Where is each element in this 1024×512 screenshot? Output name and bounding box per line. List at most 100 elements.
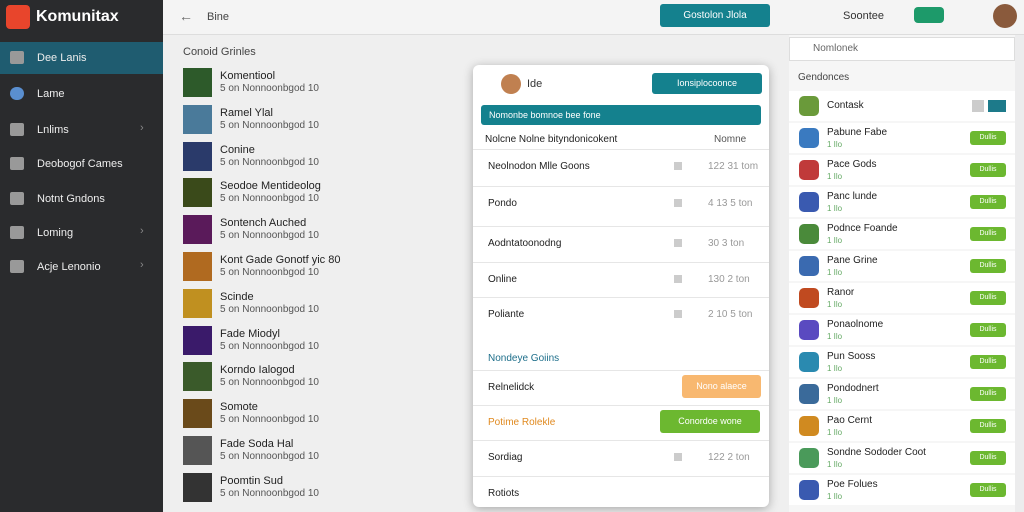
item-subtitle: 5 on Nonnoonbgod 10 bbox=[220, 487, 319, 499]
modal: Ide Ionsiplocoonce Nomonbe bomnoe bee fone… bbox=[473, 65, 769, 507]
status-icon bbox=[674, 239, 682, 247]
install-button[interactable]: Dullis bbox=[970, 195, 1006, 209]
item-meta: 1 Ilo bbox=[827, 428, 843, 437]
install-button[interactable]: Dullis bbox=[970, 227, 1006, 241]
item-name[interactable]: Pabune Fabe bbox=[827, 127, 888, 138]
item-name[interactable]: Contask bbox=[827, 100, 864, 111]
item-name[interactable]: Pondodnert bbox=[827, 383, 879, 394]
install-button[interactable]: Dullis bbox=[970, 419, 1006, 433]
toggle[interactable] bbox=[914, 7, 944, 23]
item-name[interactable]: Pace Gods bbox=[827, 159, 877, 170]
item-name[interactable]: Pao Cernt bbox=[827, 415, 873, 426]
item-title[interactable]: Sontench Auched bbox=[220, 217, 307, 230]
modal-button[interactable]: Ionsiplocoonce bbox=[652, 73, 762, 94]
item-subtitle: 5 on Nonnoonbgod 10 bbox=[220, 267, 319, 278]
search-text: Nomlonek bbox=[813, 43, 859, 54]
install-button[interactable]: Dullis bbox=[970, 291, 1006, 305]
app-icon bbox=[799, 192, 819, 212]
divider bbox=[473, 440, 769, 441]
item-name[interactable]: Podnce Foande bbox=[827, 223, 898, 234]
nav-item[interactable]: Deobogof Cames bbox=[37, 158, 123, 170]
app-icon bbox=[799, 288, 819, 308]
action-button[interactable]: Nono alaece bbox=[682, 375, 761, 398]
divider bbox=[473, 149, 769, 150]
row-label: Neolnodon Mlle Goons bbox=[488, 161, 590, 172]
thumbnail bbox=[183, 104, 212, 134]
nav-item[interactable]: Lnlims bbox=[37, 124, 69, 136]
nav-item[interactable]: Dee Lanis bbox=[37, 52, 87, 64]
row-value: 30 3 ton bbox=[708, 238, 745, 249]
status-icon bbox=[674, 310, 682, 318]
nav-icon bbox=[10, 157, 24, 170]
action-label: Relnelidck bbox=[488, 382, 535, 393]
item-name[interactable]: Sondne Sododer Coot bbox=[827, 447, 926, 458]
page-title: Bine bbox=[207, 11, 230, 23]
divider bbox=[473, 405, 769, 406]
back[interactable]: ← bbox=[179, 8, 193, 24]
item-name[interactable]: Panc lunde bbox=[827, 191, 878, 202]
item-title[interactable]: Fade Miodyl bbox=[220, 327, 280, 340]
item-title[interactable]: Seodoe Mentideolog bbox=[220, 180, 321, 193]
nav-item[interactable]: Acje Lenonio bbox=[37, 261, 101, 273]
item-name[interactable]: Poe Folues bbox=[827, 479, 878, 490]
avatar[interactable] bbox=[993, 4, 1017, 28]
item-title[interactable]: Komentiool bbox=[220, 70, 276, 82]
item-title[interactable]: Somote bbox=[220, 401, 258, 414]
nav-item[interactable]: Notnt Gndons bbox=[37, 193, 105, 205]
subheader: Nolcne Nolne bityndonicokent bbox=[485, 134, 618, 145]
nav-item[interactable]: Loming bbox=[37, 227, 74, 239]
install-button[interactable]: Dullis bbox=[970, 131, 1006, 145]
item-subtitle: 5 on Nonnoonbgod 10 bbox=[220, 377, 319, 389]
install-button[interactable]: Dullis bbox=[970, 323, 1006, 337]
thumbnail bbox=[183, 68, 212, 97]
chevron: › bbox=[140, 225, 144, 237]
item-title[interactable]: Kont Gade Gonotf yic 80 bbox=[220, 254, 341, 266]
primary-button[interactable]: Gostolon Jlola bbox=[660, 4, 770, 27]
badge bbox=[972, 100, 984, 112]
item-title[interactable]: Fade Soda Hal bbox=[220, 438, 294, 450]
thumbnail bbox=[183, 399, 212, 429]
item-name[interactable]: Pane Grine bbox=[827, 255, 878, 266]
link[interactable]: Soontee bbox=[843, 10, 884, 22]
item-subtitle: 5 on Nonnoonbgod 10 bbox=[220, 303, 319, 315]
topbar: ← Bine Gostolon Jlola Soontee bbox=[163, 0, 1024, 35]
logo-icon bbox=[6, 5, 30, 29]
divider bbox=[473, 297, 769, 298]
app-icon bbox=[799, 96, 819, 116]
row-label: Rotiots bbox=[488, 488, 520, 499]
status-icon bbox=[674, 275, 682, 283]
item-title[interactable]: Conine bbox=[220, 143, 255, 156]
item-title[interactable]: Korndo Ialogod bbox=[220, 364, 295, 377]
install-button[interactable]: Dullis bbox=[970, 483, 1006, 497]
divider bbox=[473, 476, 769, 477]
item-name[interactable]: Ponaolnome bbox=[827, 319, 884, 330]
item-meta: 1 Ilo bbox=[827, 236, 843, 245]
item-name[interactable]: Pun Sooss bbox=[827, 351, 876, 362]
modal-title: Ide bbox=[527, 78, 543, 90]
item-title[interactable]: Ramel Ylal bbox=[220, 106, 273, 119]
status-icon bbox=[674, 453, 682, 461]
row-value: 130 2 ton bbox=[708, 274, 750, 285]
thumbnail bbox=[183, 288, 212, 318]
status-icon bbox=[674, 199, 682, 207]
option[interactable]: Nomne bbox=[714, 134, 747, 145]
item-meta: 1 Ilo bbox=[827, 396, 843, 405]
install-button[interactable]: Dullis bbox=[970, 387, 1006, 401]
install-button[interactable]: Dullis bbox=[970, 163, 1006, 177]
install-button[interactable]: Dullis bbox=[970, 355, 1006, 369]
search-box[interactable] bbox=[789, 37, 1015, 61]
item-meta: 1 Ilo bbox=[827, 460, 843, 469]
item-subtitle: 5 on Nonnoonbgod 10 bbox=[220, 340, 319, 352]
item-meta: 1 Ilo bbox=[827, 300, 843, 309]
chevron: › bbox=[140, 122, 144, 134]
item-name[interactable]: Ranor bbox=[827, 287, 855, 298]
nav-item[interactable]: Lame bbox=[37, 88, 65, 100]
app-icon bbox=[799, 128, 819, 148]
action-button[interactable]: Conordoe wone bbox=[660, 410, 760, 433]
status-icon bbox=[674, 162, 682, 170]
install-button[interactable]: Dullis bbox=[970, 451, 1006, 465]
item-title[interactable]: Scinde bbox=[220, 290, 254, 303]
item-meta: 1 Ilo bbox=[827, 204, 843, 213]
install-button[interactable]: Dullis bbox=[970, 259, 1006, 273]
item-title[interactable]: Poomtin Sud bbox=[220, 474, 283, 487]
